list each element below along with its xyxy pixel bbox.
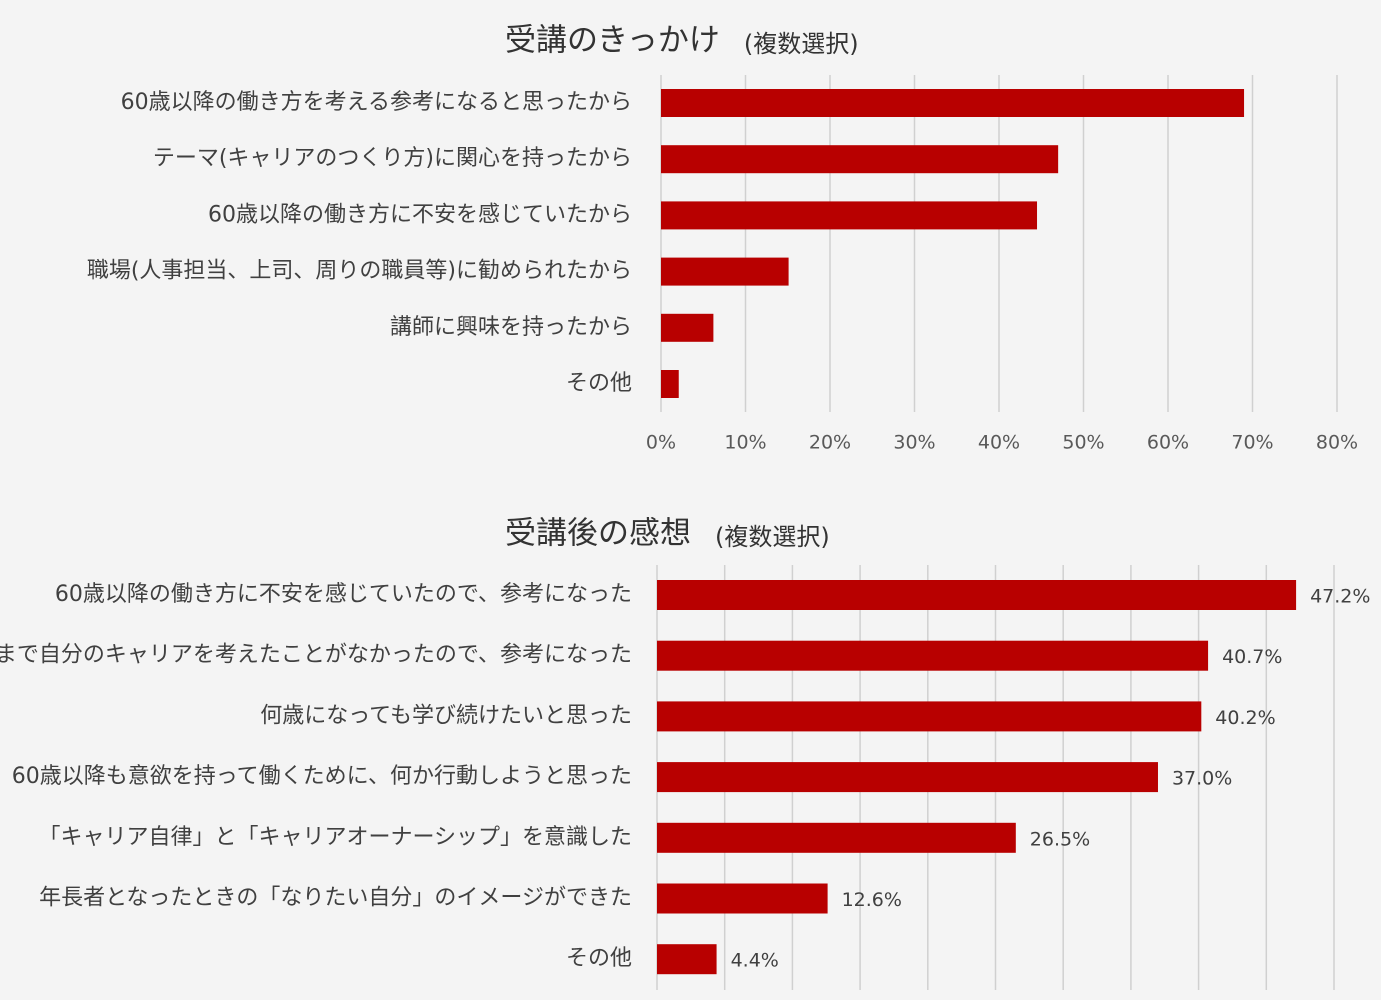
- category-label: その他: [566, 946, 632, 971]
- value-label: 12.6%: [842, 889, 902, 911]
- bar: [657, 701, 1202, 732]
- bar: [661, 89, 1245, 117]
- x-tick-label: 40%: [978, 432, 1020, 454]
- value-label: 37.0%: [1172, 768, 1232, 790]
- value-label: 40.7%: [1222, 646, 1282, 668]
- category-label: 「キャリア自律」と「キャリアオーナーシップ」を意識した: [38, 825, 632, 850]
- x-tick-label: 20%: [809, 432, 851, 454]
- chart-subtitle: (複数選択): [715, 523, 830, 551]
- x-tick-label: 0%: [646, 432, 676, 454]
- bar: [661, 370, 679, 398]
- category-label: 60歳以降の働き方を考える参考になると思ったから: [121, 90, 632, 115]
- x-tick-label: 80%: [1316, 432, 1358, 454]
- bar: [657, 822, 1016, 853]
- bar: [657, 944, 717, 975]
- bar: [657, 640, 1209, 671]
- category-label: 60歳以降も意欲を持って働くために、何か行動しようと思った: [12, 764, 632, 789]
- bar: [657, 580, 1297, 610]
- chart-title: 受講のきっかけ: [505, 23, 720, 59]
- category-label: 講師に興味を持ったから: [390, 315, 632, 340]
- category-label: 何歳になっても学び続けたいと思った: [260, 703, 632, 728]
- category-label: 60歳以降の働き方に不安を感じていたので、参考になった: [55, 582, 632, 607]
- category-label: 今まで自分のキャリアを考えたことがなかったので、参考になった: [0, 643, 632, 668]
- category-label: 年長者となったときの「なりたい自分」のイメージができた: [39, 886, 632, 911]
- x-tick-label: 10%: [724, 432, 766, 454]
- bar: [661, 201, 1038, 230]
- bar: [661, 145, 1059, 174]
- x-tick-label: 50%: [1062, 432, 1104, 454]
- value-label: 26.5%: [1030, 828, 1090, 850]
- bar: [657, 762, 1158, 793]
- category-label: 60歳以降の働き方に不安を感じていたから: [208, 202, 632, 227]
- bar: [661, 313, 714, 342]
- value-label: 47.2%: [1310, 586, 1370, 608]
- chart-subtitle: (複数選択): [744, 30, 859, 58]
- value-label: 4.4%: [731, 950, 779, 972]
- bar: [661, 257, 789, 286]
- category-label: テーマ(キャリアのつくり方)に関心を持ったから: [153, 146, 632, 171]
- x-tick-label: 30%: [893, 432, 935, 454]
- x-tick-label: 60%: [1147, 432, 1189, 454]
- bar: [657, 883, 828, 914]
- value-label: 40.2%: [1215, 707, 1275, 729]
- category-label: その他: [566, 371, 632, 396]
- x-tick-label: 70%: [1231, 432, 1273, 454]
- category-label: 職場(人事担当、上司、周りの職員等)に勧められたから: [87, 259, 632, 284]
- chart-title: 受講後の感想: [505, 516, 691, 552]
